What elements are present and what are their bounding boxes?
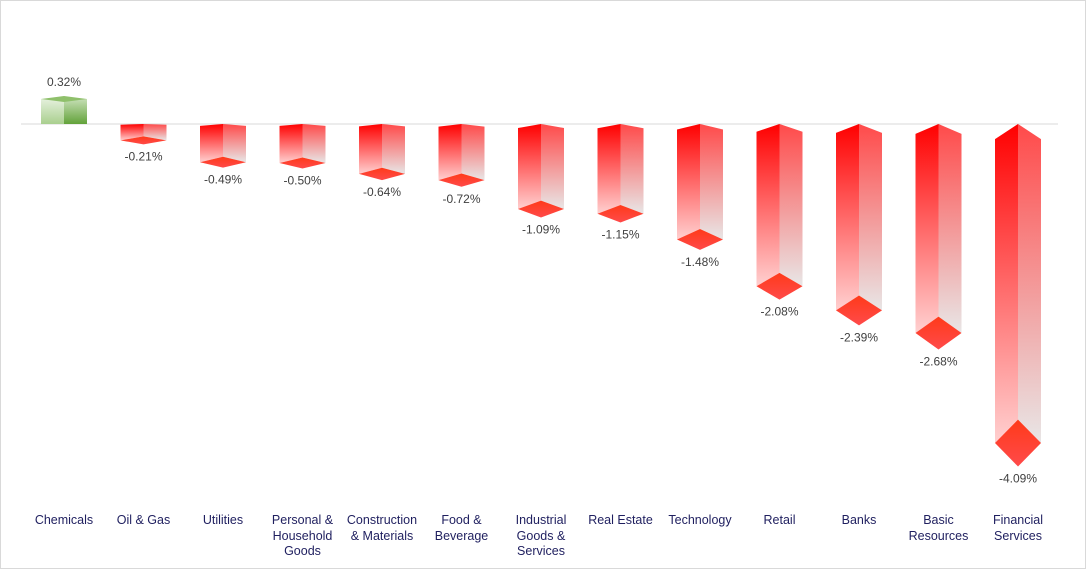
data-label: -0.72% <box>442 192 480 206</box>
category-label: Utilities <box>202 513 244 527</box>
bar-7-cap <box>597 204 644 223</box>
category-label: Real Estate <box>588 513 653 527</box>
bar-11-right-face <box>938 124 962 334</box>
data-label: -1.48% <box>681 255 719 269</box>
bar-6-cap <box>518 200 564 218</box>
bar-1-cap <box>120 136 167 145</box>
bar-3-left-face <box>279 124 303 163</box>
bar-11-cap <box>915 316 962 350</box>
bar-11-left-face <box>915 124 939 334</box>
category-label: Retail <box>763 513 796 527</box>
bar-8-right-face <box>700 124 723 240</box>
bar-3-right-face <box>302 124 326 163</box>
data-label: -2.08% <box>760 305 798 319</box>
bar-5-right-face <box>461 124 485 181</box>
bar-6-left-face <box>518 124 541 210</box>
bar-9-right-face <box>779 124 803 287</box>
bar-10-cap <box>836 295 882 326</box>
category-label: Technology <box>668 513 732 527</box>
category-label: Industrial Goods & Services <box>515 513 567 558</box>
bar-4-cap <box>359 167 405 181</box>
data-label: -2.39% <box>840 330 878 344</box>
bar-7-left-face <box>597 124 621 214</box>
data-label: -2.68% <box>919 354 957 368</box>
bar-0-cap <box>41 96 87 103</box>
category-label: Personal & Household Goods <box>271 513 334 558</box>
bar-2-cap <box>200 156 246 168</box>
bar-0-right-face <box>64 99 87 124</box>
bar-9-cap <box>756 272 803 300</box>
bar-12-right-face <box>1018 124 1041 444</box>
category-label: Chemicals <box>34 513 94 527</box>
bar-10-right-face <box>859 124 882 311</box>
bar-6-right-face <box>541 124 564 210</box>
data-label: -1.09% <box>522 222 560 236</box>
data-label: -4.09% <box>999 471 1037 485</box>
data-label: 0.32% <box>47 75 81 89</box>
bar-1-right-face <box>143 124 167 141</box>
bar-3-cap <box>279 157 326 169</box>
category-label: Basic Resources <box>908 513 969 543</box>
data-label: -0.64% <box>363 185 401 199</box>
bar-5-left-face <box>438 124 462 181</box>
data-label: -0.21% <box>124 149 162 163</box>
category-label: Financial Services <box>992 513 1044 543</box>
bar-0-left-face <box>41 99 64 124</box>
bar-4-right-face <box>382 124 405 174</box>
bar-1-left-face <box>120 124 144 141</box>
bar-5-cap <box>438 173 485 187</box>
bar-8-left-face <box>677 124 700 240</box>
category-label: Oil & Gas <box>116 513 171 527</box>
category-label: Food & Beverage <box>434 513 489 543</box>
bar-4-left-face <box>359 124 382 174</box>
category-label: Banks <box>841 513 877 527</box>
bar-12-left-face <box>995 124 1018 444</box>
bar-8-cap <box>677 229 723 250</box>
data-label: -1.15% <box>601 227 639 241</box>
category-label: Construction & Materials <box>346 513 418 543</box>
bar-12-cap <box>995 419 1041 467</box>
bar-9-left-face <box>756 124 780 287</box>
bar-10-left-face <box>836 124 859 311</box>
data-label: -0.49% <box>204 173 242 187</box>
data-label: -0.50% <box>283 174 321 188</box>
bar-7-right-face <box>620 124 644 214</box>
bar-2-right-face <box>223 124 246 163</box>
bar-2-left-face <box>200 124 223 163</box>
